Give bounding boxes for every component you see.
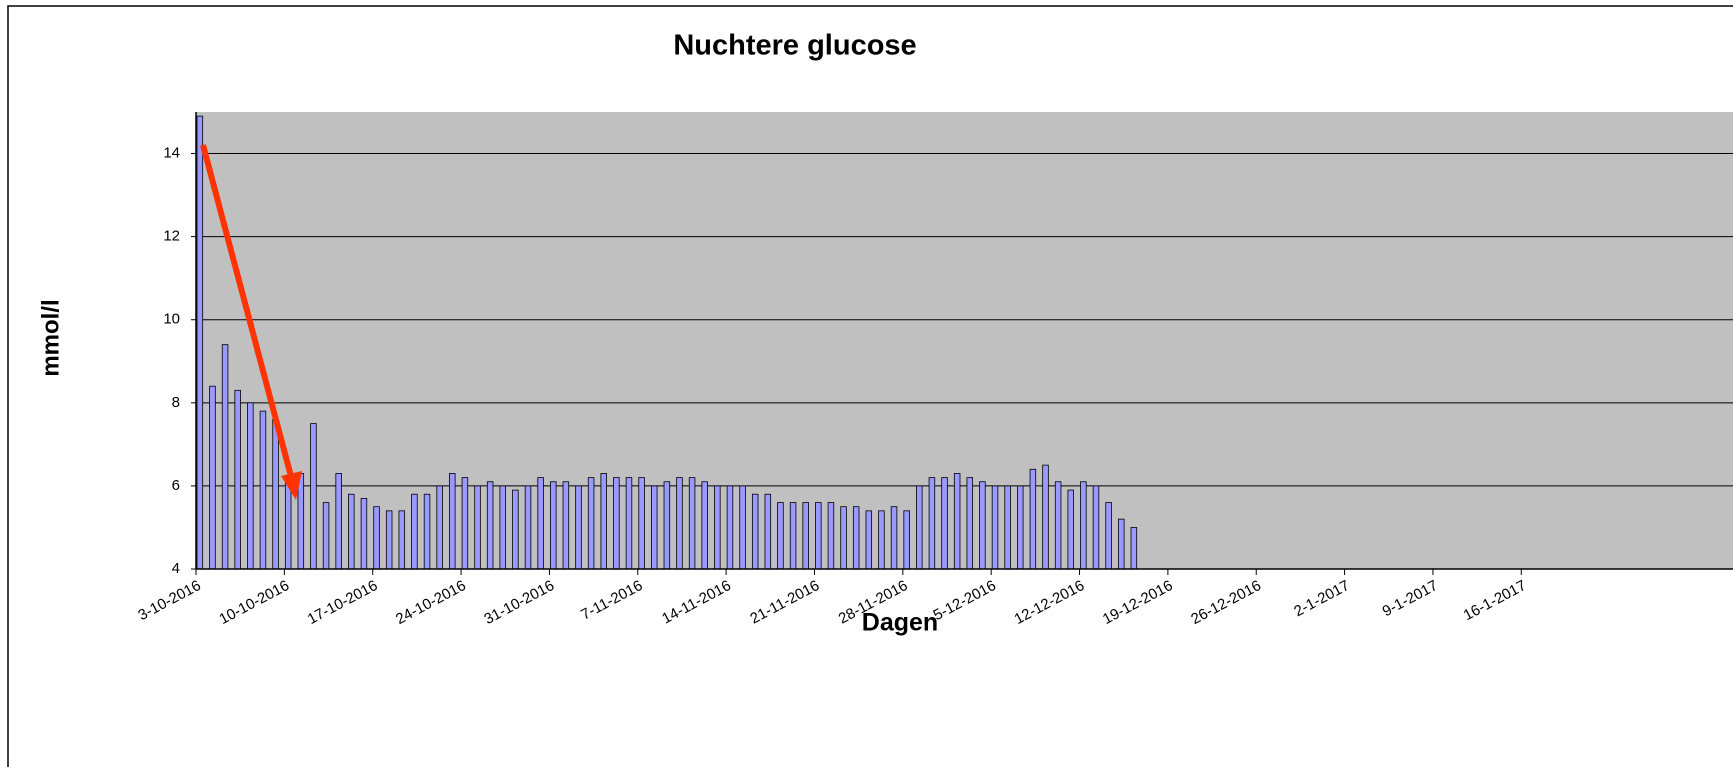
bar: [373, 506, 380, 570]
bar: [890, 506, 898, 570]
bar: [966, 477, 974, 570]
bar: [272, 419, 279, 570]
bar: [979, 481, 986, 570]
bar: [764, 493, 772, 570]
y-axis-label: mmol/l: [37, 299, 64, 376]
bar: [335, 473, 342, 570]
bar: [903, 510, 910, 570]
bar: [1080, 481, 1087, 570]
chart-title: Nuchtere glucose: [673, 30, 916, 62]
bar: [751, 493, 759, 570]
bar: [688, 477, 696, 570]
bar: [789, 502, 797, 570]
bar: [663, 481, 671, 570]
bar: [512, 489, 519, 570]
bar: [322, 502, 330, 570]
bar: [676, 477, 683, 570]
bar: [802, 502, 809, 570]
bar: [726, 485, 734, 570]
bar: [1042, 464, 1049, 570]
bar: [247, 402, 254, 570]
bar: [209, 385, 216, 570]
bar: [1117, 518, 1125, 570]
bar: [840, 506, 847, 570]
bar: [550, 481, 557, 570]
bar: [474, 485, 481, 570]
y-tick-label: 4: [172, 560, 180, 577]
bar: [941, 477, 948, 570]
bar: [928, 477, 936, 570]
bar: [284, 481, 292, 570]
bar: [259, 410, 267, 570]
bar: [1004, 485, 1011, 570]
bar: [398, 510, 406, 570]
bar: [1054, 481, 1062, 570]
bar: [499, 485, 507, 570]
y-tick-label: 14: [163, 145, 180, 162]
bar: [638, 477, 645, 570]
bar: [865, 510, 873, 570]
bar: [575, 485, 582, 570]
bar: [625, 477, 633, 570]
bar: [1092, 485, 1100, 570]
bar: [486, 481, 494, 570]
bar: [348, 493, 355, 570]
bar: [613, 477, 620, 570]
bar: [701, 481, 708, 570]
arrow-shaft: [200, 144, 295, 481]
bar: [385, 510, 393, 570]
bar: [916, 485, 923, 570]
bar: [1130, 527, 1138, 570]
bar: [562, 481, 570, 570]
bar: [449, 473, 456, 570]
bar: [461, 477, 469, 570]
bar: [411, 493, 418, 570]
bar: [1029, 468, 1037, 570]
bar: [360, 497, 368, 570]
bar: [423, 493, 431, 570]
bar: [953, 473, 961, 570]
bar: [587, 477, 595, 570]
bar: [650, 485, 658, 570]
annotation-arrow: [200, 144, 302, 500]
bar: [815, 502, 822, 570]
bar: [714, 485, 721, 570]
bar: [524, 485, 532, 570]
bar: [1017, 485, 1024, 570]
bar: [310, 423, 317, 570]
y-tick-label: 8: [172, 394, 180, 411]
arrow-head: [281, 471, 302, 500]
bar: [777, 502, 784, 570]
bar: [196, 115, 204, 570]
bar: [600, 473, 607, 570]
y-tick-label: 12: [163, 228, 180, 245]
bar: [878, 510, 885, 570]
bar: [537, 477, 544, 570]
bar: [221, 344, 229, 570]
y-tick-label: 10: [163, 311, 180, 328]
bar: [827, 502, 835, 570]
bar: [852, 506, 860, 570]
bar: [991, 485, 999, 570]
bar: [739, 485, 746, 570]
bar: [1105, 502, 1112, 570]
bar: [234, 389, 241, 570]
y-tick-label: 6: [172, 477, 180, 494]
bar: [436, 485, 443, 570]
bar: [297, 473, 305, 570]
x-axis-label: Dagen: [862, 609, 938, 637]
bar: [1067, 489, 1074, 570]
